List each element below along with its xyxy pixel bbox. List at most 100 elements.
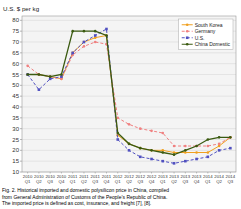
point [195,151,198,154]
point [184,149,187,152]
legend-swatch [182,44,193,45]
grid-line [22,139,236,140]
series-line [28,42,231,146]
point [26,73,29,76]
x-tick-label: 2011Q3 [91,174,101,184]
point [94,34,97,37]
x-tick-label: 2011Q4 [102,174,112,184]
point [26,73,29,76]
point [105,34,108,37]
point [116,117,119,120]
point [218,143,221,146]
point [38,73,41,76]
legend-swatch [182,24,193,25]
x-tick-label: 2010Q2 [34,174,44,184]
grid-line [22,96,236,97]
point [83,30,86,33]
y-tick-label: 40 [12,104,19,110]
x-tick-label: 2011Q1 [68,174,78,184]
grid-line [22,52,236,53]
y-tick-label: 20 [12,147,19,153]
point [184,145,187,148]
point [49,75,52,78]
grid-line [22,150,236,151]
y-tick-label: 60 [12,61,19,67]
point [195,145,198,148]
x-tick-label: 2014Q3 [226,174,236,184]
legend-label: U.S. [195,35,205,41]
point [128,143,131,146]
y-tick-label: 75 [12,28,19,34]
y-tick-label: 55 [12,72,19,78]
point [161,151,164,154]
point [38,73,41,76]
x-tick-label: 2012Q2 [124,174,134,184]
point [116,138,119,141]
x-tick-label: 2013Q2 [169,174,179,184]
legend-marker [186,36,189,39]
point [83,41,86,44]
point [150,130,153,133]
grid-line [22,161,236,162]
point [229,136,232,139]
x-tick-label: 2014Q2 [214,174,224,184]
grid-line [22,85,236,86]
legend: South KoreaGermanyU.S.China Domestic [179,19,233,50]
y-tick-label: 15 [12,158,19,164]
y-tick-label: 30 [12,126,19,132]
y-axis-label: U.S. $ per kg [3,5,40,12]
grid-line [22,117,236,118]
point [195,145,198,148]
legend-label: China Domestic [195,41,231,47]
point [229,136,232,139]
point [150,158,153,161]
legend-marker [186,23,189,26]
point [128,149,131,152]
point [139,147,142,150]
caption: from General Administration of Customs o… [2,194,167,200]
point [83,45,86,48]
x-tick-label: 2013Q1 [158,174,168,184]
x-tick-label: 2010Q4 [57,174,67,184]
point [184,160,187,163]
point [150,149,153,152]
point [207,156,210,159]
point [71,52,74,55]
legend-label: Germany [195,28,216,34]
point [94,30,97,33]
x-tick-label: 2010Q1 [23,174,33,184]
point [105,34,108,37]
point [128,123,131,126]
legend-box [179,19,233,50]
point [49,75,52,78]
plot-area [22,16,236,172]
grid-line [22,128,236,129]
y-tick-label: 10 [12,169,19,175]
x-tick-label: 2014Q1 [203,174,213,184]
point [218,149,221,152]
point [150,149,153,152]
point [128,143,131,146]
point [60,73,63,76]
point [116,132,119,135]
x-tick-label: 2010Q3 [45,174,55,184]
y-tick-label: 25 [12,137,19,143]
x-tick-label: 2012Q1 [113,174,123,184]
point [105,28,108,31]
point [195,158,198,161]
point [139,147,142,150]
plot-frame [22,16,236,172]
point [71,30,74,33]
y-tick-label: 65 [12,50,19,56]
point [173,162,176,165]
x-tick-label: 2013Q3 [181,174,191,184]
point [49,75,52,78]
point [229,147,232,150]
y-tick-label: 45 [12,93,19,99]
point [139,127,142,130]
point [229,136,232,139]
point [26,65,29,68]
y-tick-label: 70 [12,39,19,45]
point [94,41,97,44]
point [38,73,41,76]
